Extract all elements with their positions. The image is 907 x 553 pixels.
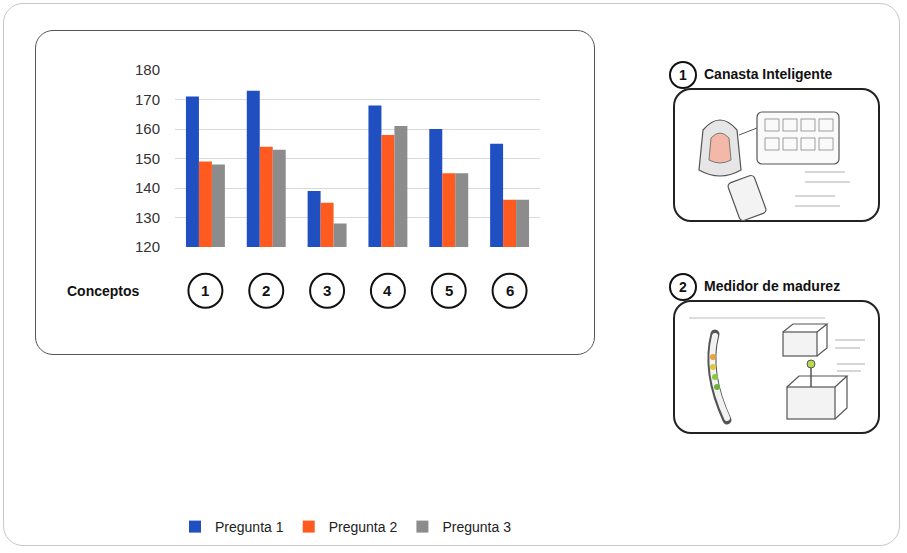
svg-text:130: 130 bbox=[135, 209, 160, 226]
html-text:Canasta Inteligente: Canasta Inteligente bbox=[704, 66, 833, 82]
svg-text:Pregunta 1: Pregunta 1 bbox=[215, 519, 284, 535]
svg-text:150: 150 bbox=[135, 150, 160, 167]
svg-text:6: 6 bbox=[506, 282, 514, 299]
html-text:Medidor de madurez: Medidor de madurez bbox=[704, 278, 841, 294]
svg-text:1: 1 bbox=[201, 282, 209, 299]
svg-text:Conceptos: Conceptos bbox=[67, 283, 140, 299]
svg-text:3: 3 bbox=[323, 282, 331, 299]
svg-text:Pregunta 2: Pregunta 2 bbox=[329, 519, 398, 535]
html-text:1: 1 bbox=[679, 67, 687, 83]
svg-text:170: 170 bbox=[135, 91, 160, 108]
svg-text:4: 4 bbox=[383, 282, 392, 299]
svg-text:120: 120 bbox=[135, 238, 160, 255]
svg-text:180: 180 bbox=[135, 61, 160, 78]
html-text:2: 2 bbox=[679, 279, 687, 295]
svg-text:5: 5 bbox=[445, 282, 453, 299]
svg-text:Pregunta 3: Pregunta 3 bbox=[442, 519, 511, 535]
svg-text:140: 140 bbox=[135, 179, 160, 196]
svg-text:2: 2 bbox=[262, 282, 270, 299]
svg-text:160: 160 bbox=[135, 120, 160, 137]
